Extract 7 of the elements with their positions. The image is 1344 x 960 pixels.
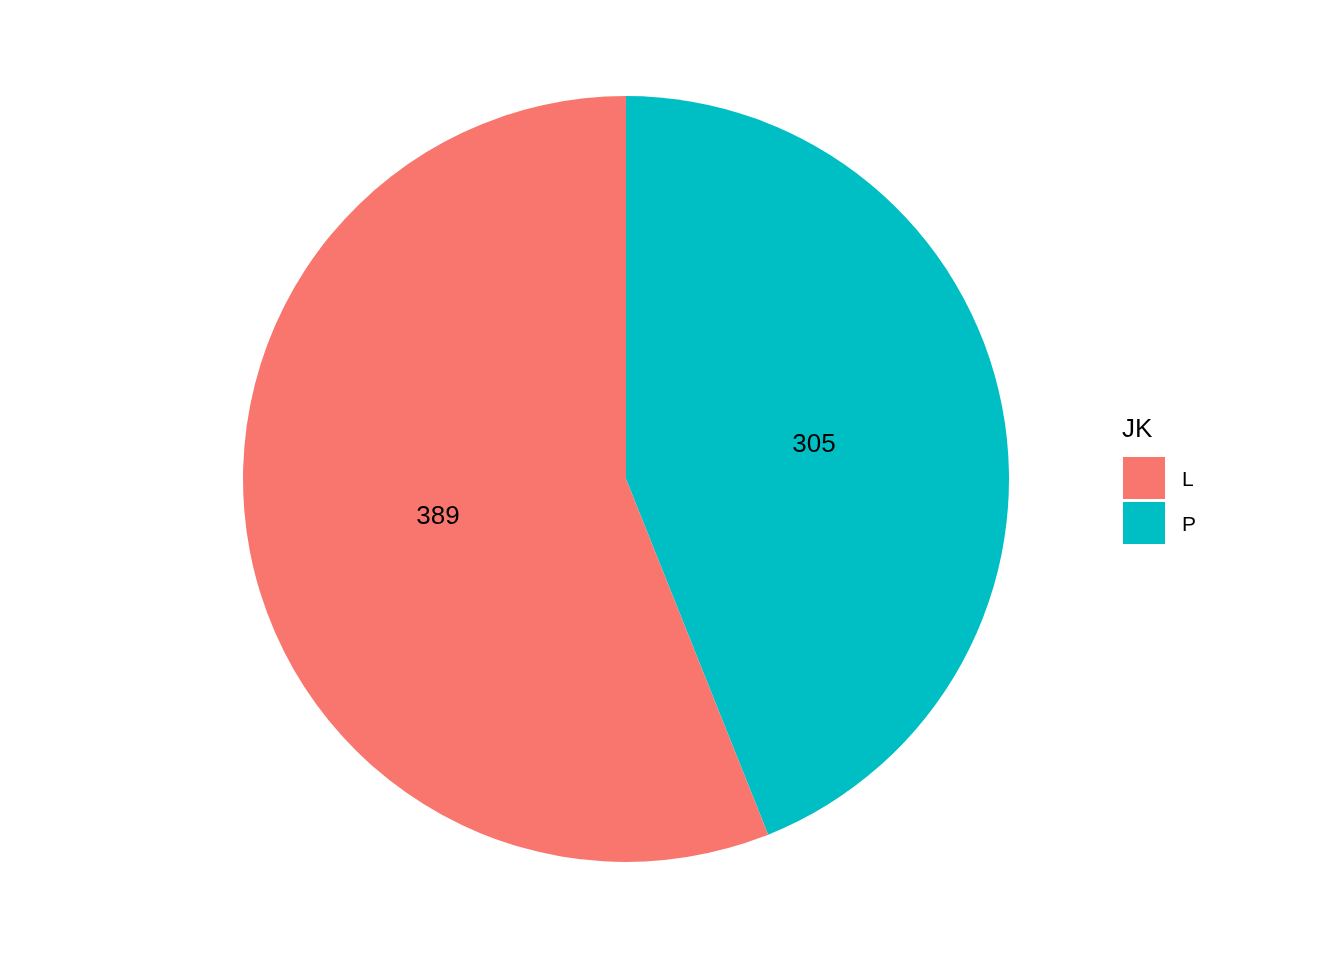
legend-title: JK	[1122, 413, 1153, 443]
data-label: 389	[416, 500, 460, 531]
legend-label: L	[1182, 466, 1194, 490]
pie-slice	[243, 96, 769, 862]
pie-slice	[626, 96, 1009, 835]
legend-label: P	[1182, 511, 1197, 535]
data-label: 305	[792, 427, 836, 458]
